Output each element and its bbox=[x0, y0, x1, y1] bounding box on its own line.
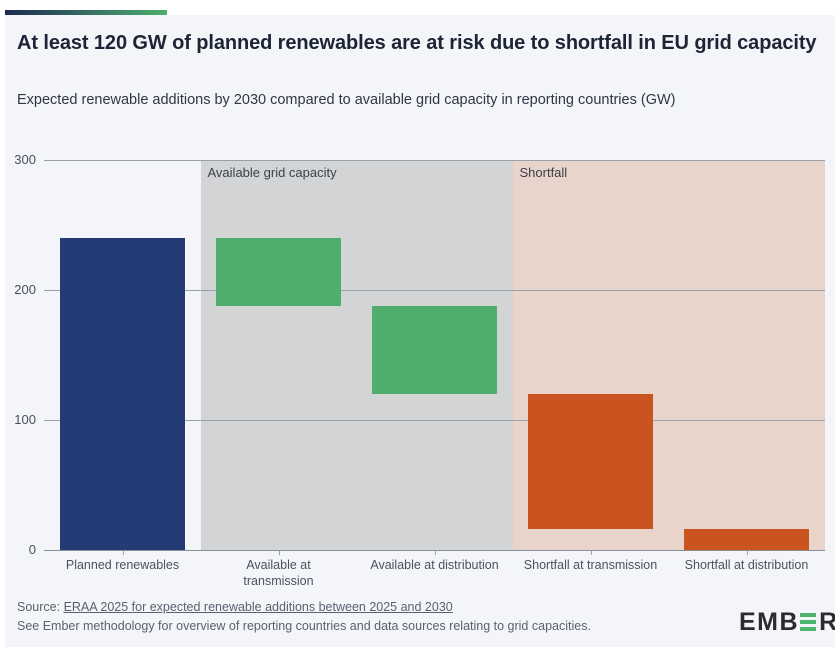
y-axis-label-300: 300 bbox=[14, 152, 36, 167]
footer: Source: ERAA 2025 for expected renewable… bbox=[17, 598, 637, 636]
bar-planned-renewables[interactable] bbox=[60, 238, 185, 550]
x-tick-shortfall-at-distribution bbox=[746, 551, 748, 555]
ember-logo: EMB R bbox=[739, 609, 835, 635]
y-axis-label-200: 200 bbox=[14, 282, 36, 297]
x-axis-label-planned-renewables: Planned renewables bbox=[43, 557, 203, 573]
y-axis-label-0: 0 bbox=[28, 542, 36, 557]
chart-title: At least 120 GW of planned renewables ar… bbox=[17, 32, 817, 54]
x-tick-planned-renewables bbox=[122, 551, 124, 555]
x-axis-label-line: transmission bbox=[243, 574, 314, 588]
gridline-300 bbox=[44, 160, 825, 161]
x-axis-label-line: Shortfall at distribution bbox=[684, 558, 809, 572]
logo-green-e-icon bbox=[800, 613, 817, 631]
x-axis-label-line: Available at distribution bbox=[370, 558, 499, 572]
gridline-100 bbox=[44, 420, 825, 421]
bar-available-at-transmission[interactable] bbox=[216, 238, 341, 306]
region-label-shortfall: Shortfall bbox=[519, 165, 568, 180]
x-axis-label-available-at-distribution: Available at distribution bbox=[355, 557, 515, 573]
methodology-note: See Ember methodology for overview of re… bbox=[17, 619, 591, 633]
x-tick-shortfall-at-transmission bbox=[590, 551, 592, 555]
x-axis-label-line: Shortfall at transmission bbox=[523, 558, 658, 572]
gridline-0 bbox=[44, 550, 825, 551]
source-link[interactable]: ERAA 2025 for expected renewable additio… bbox=[63, 600, 453, 614]
x-axis-label-line: Planned renewables bbox=[65, 558, 180, 572]
bar-shortfall-at-transmission[interactable] bbox=[528, 394, 653, 530]
gridline-200 bbox=[44, 290, 825, 291]
source-line: Source: ERAA 2025 for expected renewable… bbox=[17, 598, 637, 617]
x-axis-label-line: Available at bbox=[246, 558, 311, 572]
brand-accent-bar bbox=[5, 10, 167, 15]
bar-shortfall-at-distribution[interactable] bbox=[684, 529, 809, 550]
region-label-available-grid-capacity: Available grid capacity bbox=[207, 165, 337, 180]
x-axis-label-available-at-transmission: Available at transmission bbox=[199, 557, 359, 589]
source-prefix: Source: bbox=[17, 600, 64, 614]
logo-text-r: R bbox=[819, 608, 835, 636]
x-axis-label-shortfall-at-distribution: Shortfall at distribution bbox=[667, 557, 827, 573]
chart-subtitle: Expected renewable additions by 2030 com… bbox=[17, 92, 676, 108]
y-axis-label-100: 100 bbox=[14, 412, 36, 427]
x-tick-available-at-transmission bbox=[278, 551, 280, 555]
x-tick-available-at-distribution bbox=[434, 551, 436, 555]
bar-available-at-distribution[interactable] bbox=[372, 305, 497, 394]
x-axis-label-shortfall-at-transmission: Shortfall at transmission bbox=[511, 557, 671, 573]
logo-text-emb: EMB bbox=[739, 608, 800, 636]
